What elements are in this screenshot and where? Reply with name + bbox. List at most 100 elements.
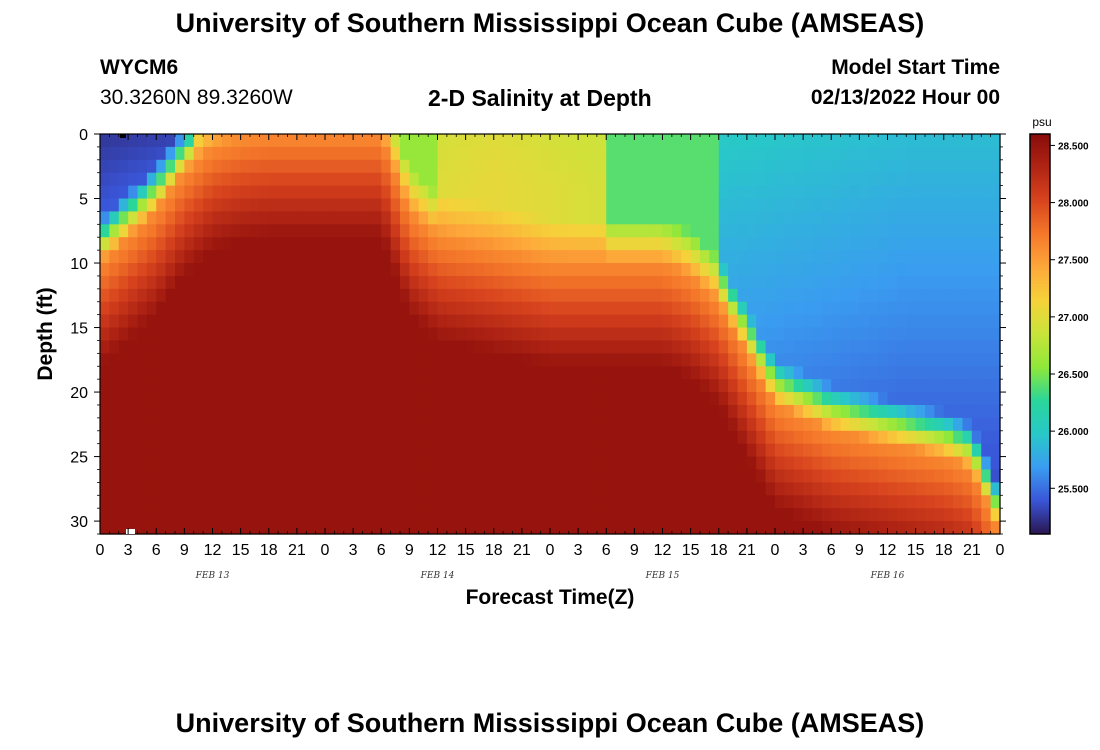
heatmap-cell [446, 301, 457, 316]
heatmap-cell [634, 211, 645, 225]
heatmap-cell [803, 366, 814, 380]
heatmap-cell [503, 172, 514, 187]
heatmap-cell [606, 237, 617, 251]
heatmap-cell [559, 404, 570, 419]
heatmap-cell [578, 443, 589, 458]
heatmap-cell [409, 275, 420, 290]
heatmap-cell [934, 134, 945, 148]
heatmap-cell [981, 392, 992, 406]
heatmap-cell [896, 224, 907, 238]
heatmap-cell [765, 340, 776, 354]
heatmap-cell [353, 198, 364, 213]
heatmap-cell [353, 146, 364, 161]
heatmap-cell [325, 340, 335, 354]
heatmap-cell [146, 469, 157, 483]
heatmap-cell [981, 198, 992, 213]
heatmap-cell [671, 275, 682, 290]
heatmap-cell [156, 417, 167, 432]
heatmap-cell [437, 185, 448, 200]
y-tick-label: 0 [79, 127, 88, 144]
heatmap-cell [287, 146, 298, 161]
heatmap-cell [259, 301, 270, 316]
heatmap-cell [915, 301, 926, 316]
heatmap-cell [259, 211, 270, 225]
heatmap-cell [559, 224, 570, 238]
heatmap-cell [634, 288, 645, 303]
heatmap-cell [578, 288, 589, 303]
heatmap-cell [334, 198, 345, 213]
heatmap-cell [306, 508, 317, 522]
heatmap-cell [728, 198, 739, 213]
heatmap-cell [240, 185, 251, 200]
heatmap-cell [465, 250, 476, 264]
heatmap-cell [934, 521, 945, 535]
heatmap-cell [606, 482, 617, 496]
heatmap-cell [259, 185, 270, 200]
heatmap-cell [850, 224, 860, 238]
heatmap-cell [240, 327, 251, 342]
heatmap-cell [512, 392, 523, 406]
heatmap-cell [475, 198, 485, 213]
heatmap-cell [175, 443, 185, 458]
heatmap-cell [859, 159, 870, 174]
heatmap-cell [512, 224, 523, 238]
heatmap-cell [456, 146, 467, 161]
heatmap-cell [887, 159, 898, 174]
heatmap-cell [962, 275, 973, 290]
heatmap-cell [362, 340, 373, 354]
heatmap-cell [231, 263, 242, 277]
heatmap-cell [353, 159, 364, 174]
heatmap-cell [643, 495, 654, 509]
heatmap-cell [137, 314, 148, 329]
heatmap-cell [756, 146, 767, 161]
heatmap-cell [662, 146, 673, 161]
heatmap-cell [737, 159, 748, 174]
heatmap-cell [812, 482, 823, 496]
heatmap-cell [625, 172, 635, 187]
heatmap-cell [915, 198, 926, 213]
heatmap-cell [803, 469, 814, 483]
heatmap-cell [868, 417, 879, 432]
heatmap-cell [653, 392, 664, 406]
heatmap-cell [221, 224, 232, 238]
heatmap-cell [128, 301, 139, 316]
heatmap-cell [568, 159, 579, 174]
heatmap-cell [850, 211, 860, 225]
heatmap-cell [278, 340, 289, 354]
heatmap-cell [456, 417, 467, 432]
heatmap-cell [615, 379, 626, 393]
heatmap-cell [390, 495, 401, 509]
heatmap-cell [625, 417, 635, 432]
heatmap-cell [306, 237, 317, 251]
station-coordinates: 30.3260N 89.3260W [100, 86, 293, 109]
heatmap-cell [456, 469, 467, 483]
heatmap-cell [615, 404, 626, 419]
heatmap-cell [559, 443, 570, 458]
heatmap-cell [709, 404, 720, 419]
heatmap-cell [484, 379, 495, 393]
heatmap-cell [803, 172, 814, 187]
heatmap-cell [493, 288, 504, 303]
heatmap-cell [409, 404, 420, 419]
heatmap-cell [231, 301, 242, 316]
heatmap-cell [409, 263, 420, 277]
heatmap-cell [896, 482, 907, 496]
heatmap-cell [868, 314, 879, 329]
heatmap-cell [465, 430, 476, 445]
heatmap-cell [803, 521, 814, 535]
colorbar-tick-label: 27.500 [1058, 256, 1089, 267]
heatmap-cell [325, 482, 335, 496]
heatmap-cell [812, 237, 823, 251]
heatmap-cell [193, 250, 204, 264]
heatmap-cell [212, 301, 223, 316]
heatmap-cell [437, 417, 448, 432]
heatmap-cell [493, 353, 504, 367]
heatmap-cell [503, 430, 514, 445]
heatmap-cell [568, 211, 579, 225]
heatmap-cell [728, 508, 739, 522]
heatmap-cell [428, 392, 439, 406]
heatmap-cell [343, 340, 354, 354]
heatmap-cell [540, 353, 551, 367]
heatmap-cell [840, 198, 851, 213]
heatmap-cell [240, 508, 251, 522]
